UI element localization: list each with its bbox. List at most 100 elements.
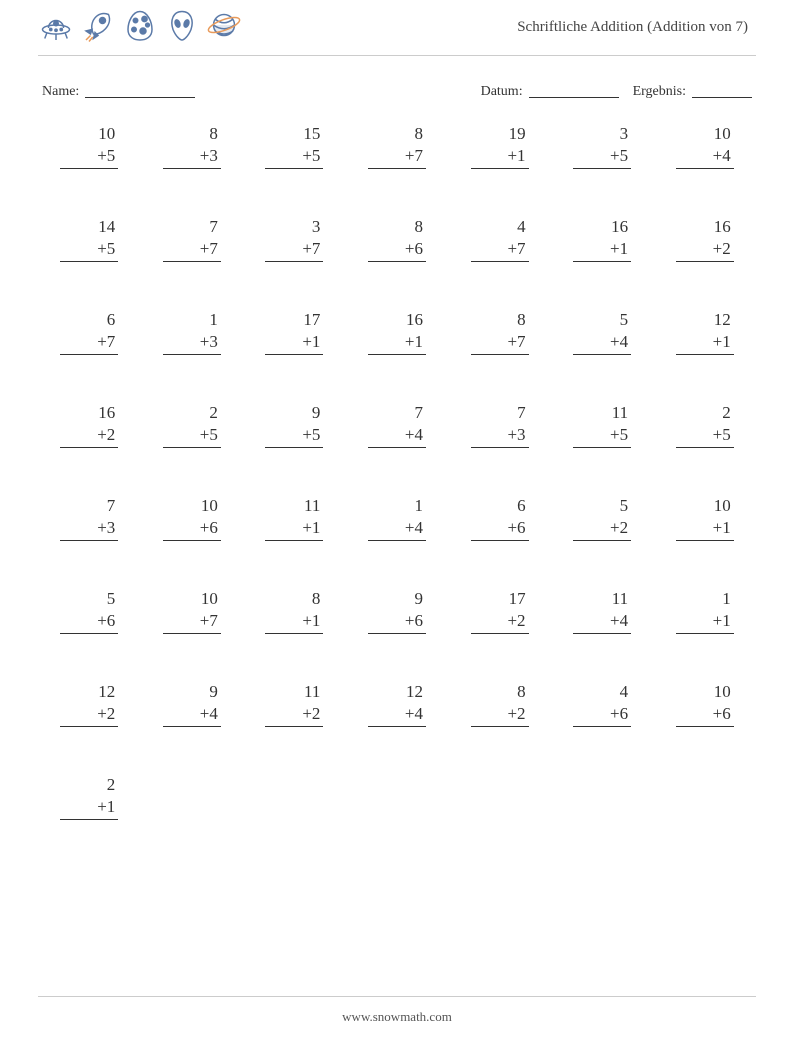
addend-bottom: +7: [163, 238, 221, 262]
worksheet-title: Schriftliche Addition (Addition von 7): [517, 19, 756, 36]
addend-bottom: +6: [368, 238, 426, 262]
answer-space[interactable]: [368, 355, 426, 373]
addition-problem: 7+7: [163, 216, 221, 309]
answer-space[interactable]: [573, 634, 631, 652]
answer-space[interactable]: [163, 541, 221, 559]
answer-space[interactable]: [471, 634, 529, 652]
answer-space[interactable]: [60, 541, 118, 559]
addend-top: 10: [98, 123, 118, 145]
answer-space[interactable]: [60, 727, 118, 745]
answer-space[interactable]: [573, 262, 631, 280]
answer-space[interactable]: [265, 169, 323, 187]
addition-problem: 4+7: [471, 216, 529, 309]
answer-space[interactable]: [60, 169, 118, 187]
addition-problem: 10+4: [676, 123, 734, 216]
answer-space[interactable]: [676, 541, 734, 559]
addend-bottom: +6: [60, 610, 118, 634]
answer-space[interactable]: [368, 448, 426, 466]
addend-top: 16: [406, 309, 426, 331]
addend-top: 8: [308, 588, 324, 610]
addend-bottom: +1: [265, 331, 323, 355]
addend-top: 11: [612, 588, 631, 610]
date-blank[interactable]: [529, 84, 619, 98]
answer-space[interactable]: [265, 448, 323, 466]
addition-problem: 11+4: [573, 588, 631, 681]
answer-space[interactable]: [676, 727, 734, 745]
answer-space[interactable]: [60, 634, 118, 652]
answer-space[interactable]: [573, 169, 631, 187]
footer-url: www.snowmath.com: [38, 996, 756, 1025]
name-blank[interactable]: [85, 84, 195, 98]
addend-bottom: +2: [676, 238, 734, 262]
addition-problem: 1+1: [676, 588, 734, 681]
addend-top: 17: [303, 309, 323, 331]
addend-bottom: +6: [163, 517, 221, 541]
answer-space[interactable]: [163, 727, 221, 745]
addend-bottom: +3: [163, 145, 221, 169]
addend-top: 8: [205, 123, 221, 145]
addend-top: 16: [714, 216, 734, 238]
addend-bottom: +1: [471, 145, 529, 169]
answer-space[interactable]: [163, 448, 221, 466]
addend-top: 12: [98, 681, 118, 703]
addend-top: 16: [98, 402, 118, 424]
addend-top: 2: [718, 402, 734, 424]
addition-problem: 12+4: [368, 681, 426, 774]
addition-problem: 8+7: [471, 309, 529, 402]
answer-space[interactable]: [676, 169, 734, 187]
addend-top: 8: [410, 216, 426, 238]
answer-space[interactable]: [573, 448, 631, 466]
answer-space[interactable]: [163, 169, 221, 187]
addend-bottom: +2: [471, 610, 529, 634]
addition-problem: 14+5: [60, 216, 118, 309]
answer-space[interactable]: [163, 634, 221, 652]
addition-problem: 16+2: [676, 216, 734, 309]
answer-space[interactable]: [265, 355, 323, 373]
addend-top: 1: [205, 309, 221, 331]
answer-space[interactable]: [471, 355, 529, 373]
addend-bottom: +4: [163, 703, 221, 727]
addend-bottom: +4: [368, 703, 426, 727]
answer-space[interactable]: [676, 448, 734, 466]
answer-space[interactable]: [368, 634, 426, 652]
addition-problem: 8+6: [368, 216, 426, 309]
answer-space[interactable]: [163, 262, 221, 280]
answer-space[interactable]: [573, 727, 631, 745]
answer-space[interactable]: [471, 727, 529, 745]
addend-top: 9: [308, 402, 324, 424]
answer-space[interactable]: [368, 262, 426, 280]
answer-space[interactable]: [471, 541, 529, 559]
addend-bottom: +2: [60, 703, 118, 727]
addend-bottom: +7: [163, 610, 221, 634]
answer-space[interactable]: [368, 169, 426, 187]
alien-icon: [164, 7, 200, 48]
addend-bottom: +3: [163, 331, 221, 355]
answer-space[interactable]: [573, 541, 631, 559]
addend-bottom: +6: [471, 517, 529, 541]
answer-space[interactable]: [60, 355, 118, 373]
answer-space[interactable]: [60, 262, 118, 280]
addend-top: 14: [98, 216, 118, 238]
answer-space[interactable]: [265, 634, 323, 652]
answer-space[interactable]: [471, 448, 529, 466]
answer-space[interactable]: [573, 355, 631, 373]
answer-space[interactable]: [60, 820, 118, 838]
addition-problem: 9+4: [163, 681, 221, 774]
addend-bottom: +4: [573, 331, 631, 355]
result-blank[interactable]: [692, 84, 752, 98]
addend-bottom: +7: [471, 238, 529, 262]
answer-space[interactable]: [676, 634, 734, 652]
answer-space[interactable]: [60, 448, 118, 466]
answer-space[interactable]: [265, 727, 323, 745]
answer-space[interactable]: [265, 541, 323, 559]
answer-space[interactable]: [471, 169, 529, 187]
answer-space[interactable]: [368, 727, 426, 745]
answer-space[interactable]: [163, 355, 221, 373]
addition-problem: 12+1: [676, 309, 734, 402]
answer-space[interactable]: [265, 262, 323, 280]
answer-space[interactable]: [676, 262, 734, 280]
answer-space[interactable]: [368, 541, 426, 559]
answer-space[interactable]: [471, 262, 529, 280]
answer-space[interactable]: [676, 355, 734, 373]
addend-bottom: +5: [265, 145, 323, 169]
